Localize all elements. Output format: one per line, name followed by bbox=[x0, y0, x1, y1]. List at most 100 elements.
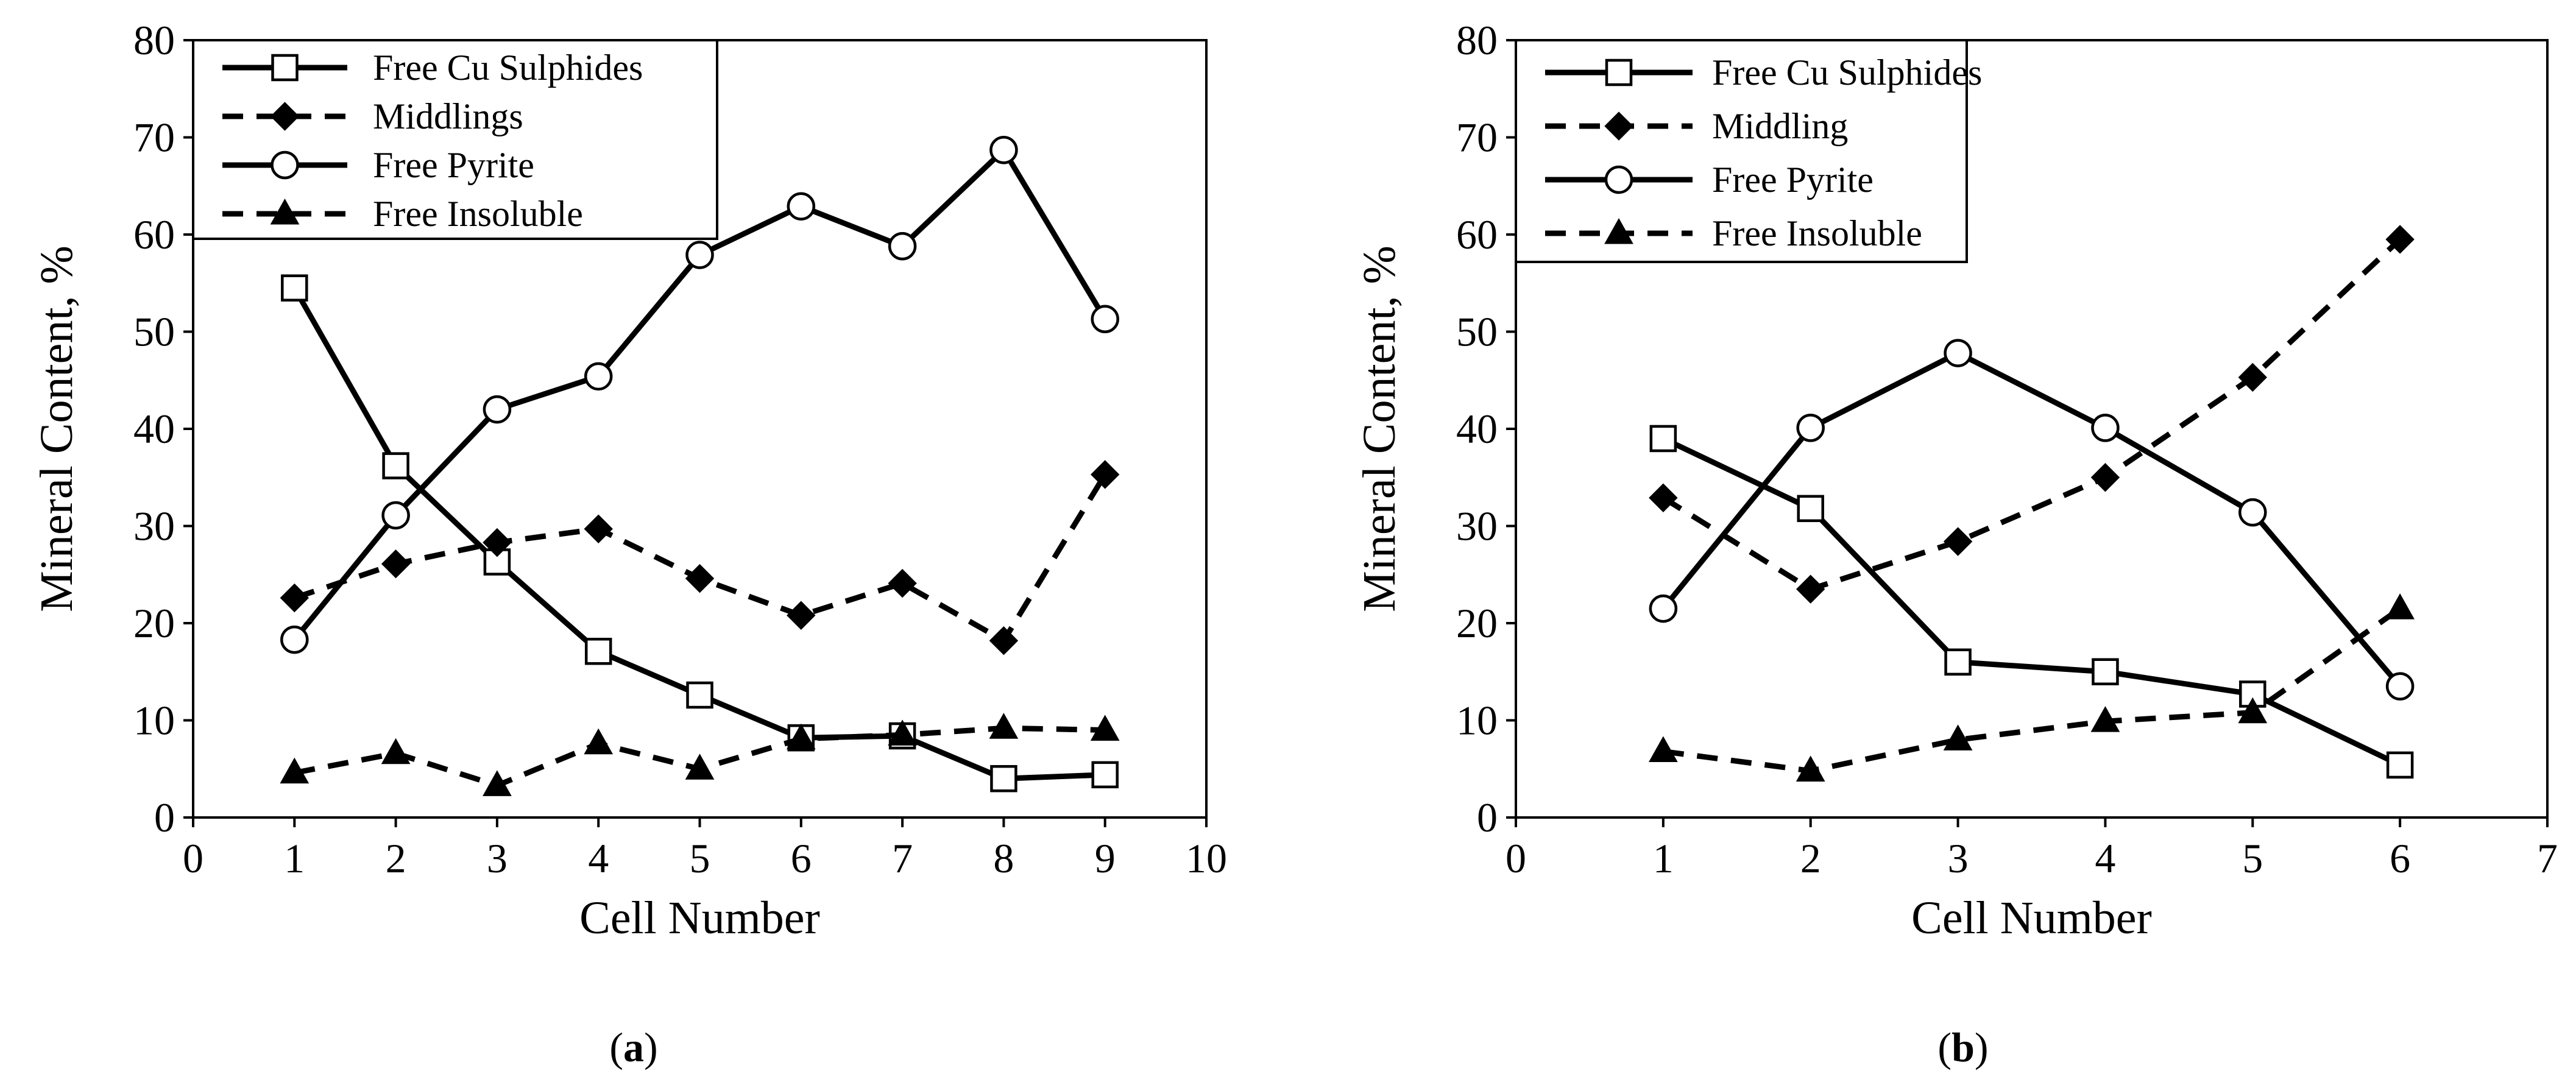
data-point-free-insoluble-a bbox=[685, 754, 715, 780]
data-point-free-pyrite-a bbox=[989, 135, 1018, 164]
data-point-middlings-a bbox=[787, 601, 816, 630]
legend-label-middlings-a: Middlings bbox=[373, 96, 523, 136]
y-tick-label-a: 80 bbox=[133, 17, 175, 63]
y-tick-label-a: 10 bbox=[133, 697, 175, 744]
y-axis-title-b: Mineral Content, % bbox=[1354, 245, 1405, 612]
y-tick-label-b: 40 bbox=[1456, 406, 1498, 452]
data-point-free-pyrite-b bbox=[2385, 672, 2415, 701]
data-point-free-cu-sulphides-a bbox=[1091, 761, 1119, 789]
legend-label-free-cu-sulphides-a: Free Cu Sulphides bbox=[373, 48, 643, 88]
x-tick-label-a: 4 bbox=[588, 835, 609, 881]
y-tick-label-b: 60 bbox=[1456, 211, 1498, 258]
data-point-free-pyrite-b bbox=[1649, 594, 1678, 623]
data-point-free-insoluble-b bbox=[1796, 755, 1825, 782]
data-point-middling-b bbox=[1796, 574, 1825, 604]
legend-marker-free-pyrite-a bbox=[271, 150, 299, 180]
legend-marker-free-cu-sulphides-a bbox=[271, 54, 299, 82]
data-point-free-pyrite-a bbox=[584, 362, 613, 391]
y-tick-label-b: 20 bbox=[1456, 600, 1498, 646]
data-point-middlings-a bbox=[888, 568, 917, 598]
y-tick-label-b: 0 bbox=[1477, 794, 1498, 841]
y-tick-label-a: 0 bbox=[154, 794, 175, 841]
legend-marker-free-insoluble-b bbox=[1604, 217, 1633, 244]
y-tick-label-b: 30 bbox=[1456, 503, 1498, 549]
x-tick-label-a: 2 bbox=[386, 835, 406, 881]
x-tick-label-a: 3 bbox=[487, 835, 508, 881]
data-point-middlings-a bbox=[685, 563, 715, 593]
x-tick-label-a: 7 bbox=[892, 835, 913, 881]
legend-label-free-insoluble-a: Free Insoluble bbox=[373, 194, 583, 234]
data-point-free-pyrite-b bbox=[2238, 498, 2267, 527]
y-tick-label-a: 30 bbox=[133, 503, 175, 549]
data-point-free-insoluble-a bbox=[280, 757, 310, 784]
data-point-free-insoluble-b bbox=[2090, 706, 2120, 732]
legend-label-middling-b: Middling bbox=[1712, 106, 1848, 146]
data-point-free-insoluble-a bbox=[584, 728, 614, 755]
data-point-free-insoluble-b bbox=[1649, 736, 1678, 763]
data-point-free-cu-sulphides-b bbox=[1649, 425, 1677, 453]
x-tick-label-a: 0 bbox=[183, 835, 203, 881]
y-axis-title-a: Mineral Content, % bbox=[31, 245, 82, 612]
data-point-free-pyrite-a bbox=[787, 192, 816, 221]
x-axis-title-a: Cell Number bbox=[579, 892, 820, 944]
data-point-middlings-a bbox=[280, 583, 310, 613]
series-line-free-insoluble-b bbox=[1663, 606, 2402, 774]
data-point-free-cu-sulphides-a bbox=[686, 681, 713, 709]
legend-label-free-pyrite-b: Free Pyrite bbox=[1712, 160, 1874, 200]
caption-b: (b) bbox=[1937, 1024, 1988, 1070]
data-point-middlings-a bbox=[584, 514, 613, 543]
data-point-free-pyrite-b bbox=[2091, 414, 2120, 442]
y-tick-label-a: 50 bbox=[133, 309, 175, 355]
data-point-free-cu-sulphides-a bbox=[584, 638, 612, 665]
x-tick-label-a: 6 bbox=[791, 835, 812, 881]
data-point-free-cu-sulphides-a bbox=[382, 452, 409, 479]
legend-label-free-pyrite-a: Free Pyrite bbox=[373, 145, 534, 185]
legend-marker-middling-b bbox=[1604, 111, 1633, 141]
y-tick-label-b: 10 bbox=[1456, 697, 1498, 744]
data-point-free-cu-sulphides-b bbox=[1797, 495, 1824, 523]
data-point-free-pyrite-b bbox=[1944, 339, 1972, 367]
y-tick-label-b: 80 bbox=[1456, 17, 1498, 63]
data-point-middlings-a bbox=[1090, 460, 1120, 489]
legend-marker-free-pyrite-b bbox=[1604, 165, 1633, 194]
series-line-free-cu-sulphides-b bbox=[1660, 436, 2403, 768]
data-point-free-pyrite-b bbox=[1796, 414, 1825, 442]
data-point-free-cu-sulphides-a bbox=[990, 764, 1017, 793]
legend-marker-free-cu-sulphides-b bbox=[1605, 58, 1633, 87]
legend-marker-free-insoluble-a bbox=[270, 198, 300, 225]
x-tick-label-b: 4 bbox=[2095, 835, 2115, 881]
y-tick-label-b: 50 bbox=[1456, 309, 1498, 355]
x-axis-title-b: Cell Number bbox=[1911, 892, 2152, 944]
x-tick-label-b: 2 bbox=[1800, 835, 1821, 881]
legend-label-free-insoluble-b: Free Insoluble bbox=[1712, 213, 1922, 253]
data-point-free-pyrite-a bbox=[685, 241, 714, 269]
x-tick-label-b: 6 bbox=[2390, 835, 2410, 881]
series-line-middling-b bbox=[1661, 237, 2402, 592]
series-line-free-pyrite-b bbox=[1660, 350, 2403, 690]
data-point-free-cu-sulphides-b bbox=[1944, 648, 1972, 676]
data-point-free-insoluble-a bbox=[786, 723, 816, 750]
data-point-middling-b bbox=[2090, 463, 2120, 492]
y-tick-label-a: 70 bbox=[133, 115, 175, 161]
data-point-middling-b bbox=[1943, 527, 1973, 556]
x-tick-label-b: 0 bbox=[1506, 835, 1526, 881]
y-tick-label-a: 60 bbox=[133, 211, 175, 258]
chart-a: 0 1 2 3 4 5 6 7 8 9 10 0 10 20 30 40 50 60 70 80 Cell Number… bbox=[31, 17, 1227, 944]
series-line-middlings-a bbox=[293, 473, 1108, 644]
x-tick-label-a: 5 bbox=[690, 835, 710, 881]
data-point-free-cu-sulphides-b bbox=[2386, 751, 2414, 779]
caption-a: (a) bbox=[609, 1024, 657, 1070]
data-point-free-insoluble-b bbox=[2238, 697, 2268, 724]
x-tick-label-a: 1 bbox=[284, 835, 305, 881]
data-point-free-insoluble-a bbox=[989, 713, 1019, 739]
x-tick-label-b: 1 bbox=[1653, 835, 1674, 881]
data-point-middlings-a bbox=[989, 626, 1019, 655]
legend-label-free-cu-sulphides-b: Free Cu Sulphides bbox=[1712, 52, 1982, 93]
x-tick-label-a: 10 bbox=[1186, 835, 1227, 881]
data-point-free-pyrite-a bbox=[280, 625, 309, 654]
data-point-middling-b bbox=[2238, 362, 2267, 392]
data-point-middling-b bbox=[1649, 483, 1678, 512]
data-point-free-insoluble-b bbox=[1943, 724, 1973, 750]
